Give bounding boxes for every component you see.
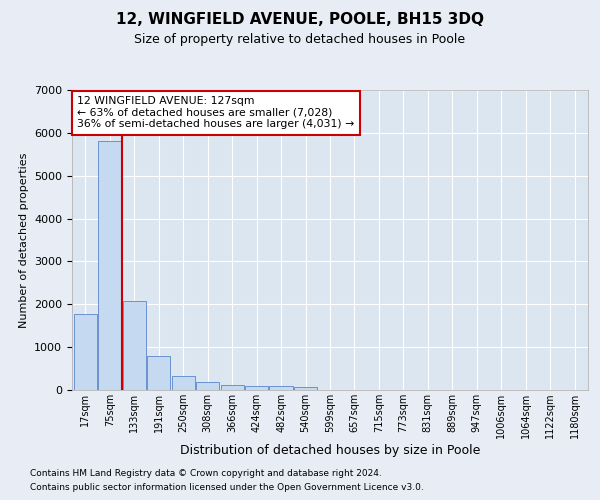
Text: Size of property relative to detached houses in Poole: Size of property relative to detached ho… [134,32,466,46]
Bar [221,385,244,390]
Bar [172,376,195,390]
Bar [245,386,268,390]
X-axis label: Distribution of detached houses by size in Poole: Distribution of detached houses by size … [180,444,480,457]
Text: Contains HM Land Registry data © Crown copyright and database right 2024.: Contains HM Land Registry data © Crown c… [30,468,382,477]
Bar [98,142,122,390]
Bar [74,314,97,390]
Text: 12 WINGFIELD AVENUE: 127sqm
← 63% of detached houses are smaller (7,028)
36% of : 12 WINGFIELD AVENUE: 127sqm ← 63% of det… [77,96,355,129]
Bar [123,301,146,390]
Bar [294,387,317,390]
Bar [147,356,170,390]
Bar [196,382,220,390]
Y-axis label: Number of detached properties: Number of detached properties [19,152,29,328]
Text: 12, WINGFIELD AVENUE, POOLE, BH15 3DQ: 12, WINGFIELD AVENUE, POOLE, BH15 3DQ [116,12,484,28]
Bar [269,386,293,390]
Text: Contains public sector information licensed under the Open Government Licence v3: Contains public sector information licen… [30,484,424,492]
